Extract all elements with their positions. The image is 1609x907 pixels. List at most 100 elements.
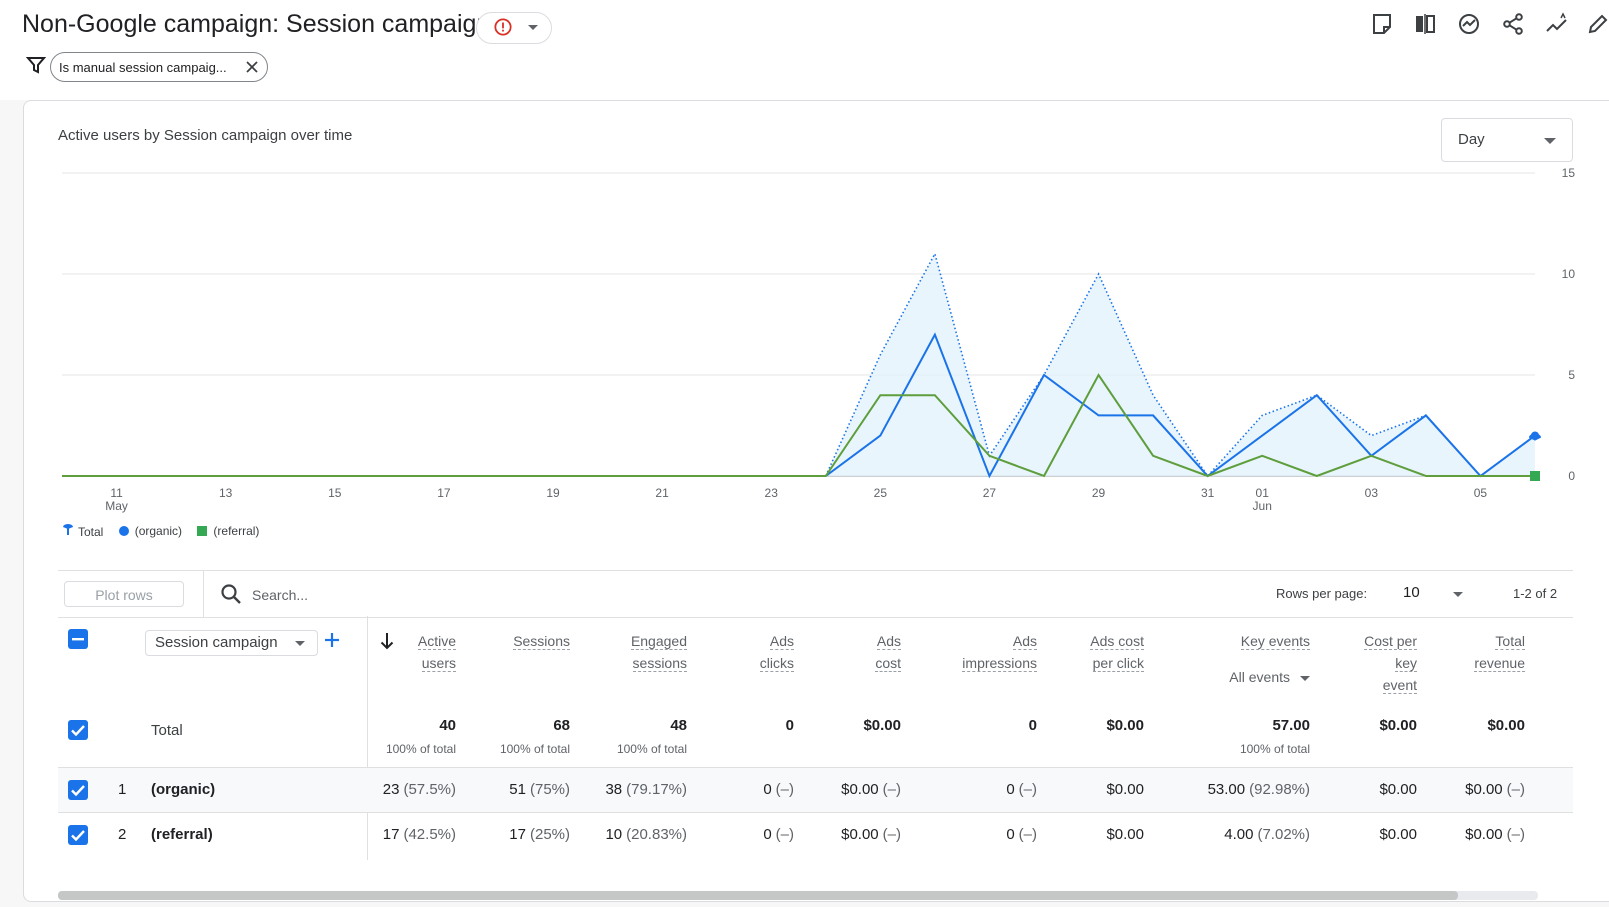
- cell-value: 17: [382, 826, 400, 843]
- horizontal-scrollbar[interactable]: [58, 891, 1538, 900]
- column-header-label: Engaged: [630, 633, 687, 650]
- column-header-label: impressions: [962, 655, 1037, 672]
- table-cell: 0 (–): [634, 826, 794, 843]
- cell-value: $0.00: [1379, 826, 1417, 843]
- row-index: 2: [118, 826, 127, 843]
- filter-chip[interactable]: Is manual session campaig...: [50, 52, 268, 82]
- column-header-ads-clicks[interactable]: Ads clicks: [724, 630, 794, 674]
- column-header-ads-cost[interactable]: Ads cost: [831, 630, 901, 674]
- edit-icon[interactable]: [1586, 12, 1609, 36]
- total-value: 68: [553, 717, 570, 734]
- total-value: $0.00: [1106, 717, 1144, 734]
- select-all-checkbox[interactable]: [68, 629, 88, 649]
- cell-value: $0.00: [1465, 826, 1503, 843]
- legend-item-organic[interactable]: (organic): [118, 524, 183, 539]
- scrollbar-thumb[interactable]: [58, 891, 1458, 900]
- table-row[interactable]: 1 (organic) 23 (57.5%) 51 (75%) 38 (79.17%) 0(…: [58, 768, 1573, 812]
- report-options-button[interactable]: [476, 12, 552, 44]
- insights-icon[interactable]: [1457, 12, 1481, 36]
- compare-icon[interactable]: [1413, 12, 1437, 36]
- total-value: 57.00: [1272, 717, 1310, 734]
- cell-value: $0.00: [1379, 781, 1417, 798]
- cell-percent: (–): [882, 826, 901, 843]
- table-cell: 17 (25%): [410, 826, 570, 843]
- dimension-select[interactable]: Session campaign: [145, 630, 318, 656]
- cell-value: 53.00: [1207, 781, 1246, 798]
- column-header-label: event: [1382, 677, 1417, 694]
- chevron-down-icon: [295, 641, 305, 646]
- column-header-label: Ads: [769, 633, 794, 650]
- total-value: 48: [670, 717, 687, 734]
- trend-icon[interactable]: [1545, 12, 1569, 36]
- cell-percent: (42.5%): [403, 826, 456, 843]
- row-checkbox[interactable]: [68, 825, 88, 845]
- total-value: 0: [785, 717, 794, 734]
- search-input[interactable]: [252, 584, 552, 606]
- legend-item-total[interactable]: Total: [62, 523, 103, 539]
- total-checkbox[interactable]: [68, 720, 88, 740]
- total-percent-label: 100% of total: [1239, 742, 1310, 756]
- y-tick-label: 15: [1562, 166, 1576, 180]
- table-cell: 17 (42.5%): [296, 826, 456, 843]
- cell-percent: (–): [882, 781, 901, 798]
- plot-rows-button[interactable]: Plot rows: [64, 581, 184, 607]
- key-events-filter-label: All events: [1229, 669, 1290, 685]
- column-header-label: Ads: [876, 633, 901, 650]
- column-header-cost-per-key-event[interactable]: Cost per key event: [1337, 630, 1417, 696]
- rows-per-page-label: Rows per page:: [1276, 586, 1368, 601]
- column-header-label: key: [1395, 655, 1417, 672]
- row-checkbox[interactable]: [68, 780, 88, 800]
- notes-icon[interactable]: [1370, 12, 1394, 36]
- x-tick-label: 27: [983, 486, 997, 500]
- check-icon: [71, 830, 85, 842]
- cell-percent: (–): [1018, 826, 1037, 843]
- key-events-filter-select[interactable]: All events: [1229, 666, 1310, 688]
- granularity-value: Day: [1458, 131, 1485, 148]
- cell-percent: (20.83%): [626, 826, 687, 843]
- column-header-label: Ads cost: [1090, 633, 1144, 650]
- granularity-select[interactable]: Day: [1441, 118, 1573, 162]
- legend-label: (referral): [213, 524, 260, 539]
- cell-percent: (92.98%): [1249, 781, 1310, 798]
- cell-value: 38: [605, 781, 623, 798]
- cell-value: 51: [509, 781, 526, 798]
- cell-value: 10: [605, 826, 623, 843]
- column-header-key-events[interactable]: Key events All events: [1160, 630, 1310, 685]
- cell-percent: (–): [775, 781, 794, 798]
- sort-down-icon[interactable]: [380, 632, 394, 650]
- chevron-down-icon: [1300, 675, 1310, 681]
- table-cell: 4.00 (7.02%): [1150, 826, 1310, 843]
- chevron-down-icon[interactable]: [1453, 592, 1463, 597]
- cell-value: $0.00: [841, 781, 879, 798]
- x-tick-label: 19: [546, 486, 560, 500]
- cell-percent: (–): [775, 826, 794, 843]
- table-cell: $0.00 (–): [741, 826, 901, 843]
- total-label: Total: [151, 722, 183, 739]
- legend-label: (organic): [134, 524, 183, 539]
- rows-per-page-select[interactable]: 10: [1403, 584, 1420, 601]
- column-header-ads-impressions[interactable]: Ads impressions: [927, 630, 1037, 674]
- total-percent-label: 100% of total: [385, 742, 456, 756]
- table-total-row: Total 40 100% of total 68 100% of total 48 10…: [58, 704, 1573, 768]
- column-header-sessions[interactable]: Sessions: [480, 630, 570, 652]
- share-icon[interactable]: [1501, 12, 1525, 36]
- column-header-ads-cpc[interactable]: Ads cost per click: [1054, 630, 1144, 674]
- column-header-total-revenue[interactable]: Total revenue: [1435, 630, 1525, 674]
- legend-item-referral[interactable]: (referral): [197, 524, 260, 539]
- close-icon[interactable]: [245, 60, 259, 74]
- column-header-engaged-sessions[interactable]: Engaged sessions: [587, 630, 687, 674]
- table-row[interactable]: 2 (referral) 17 (42.5%) 17 (25%) 10 (20.83%) 0…: [58, 813, 1573, 857]
- table-cell: 38 (79.17%): [527, 781, 687, 798]
- table-cell: $0.00: [1257, 781, 1417, 798]
- total-percent-label: 100% of total: [499, 742, 570, 756]
- cell-value: 0: [1006, 826, 1015, 843]
- report-header: Non-Google campaign: Session campaign: [0, 0, 1609, 100]
- column-header-label: Cost per: [1364, 633, 1417, 650]
- column-header-label: users: [421, 655, 456, 672]
- column-divider: [367, 616, 368, 860]
- table-cell: $0.00 (–): [1365, 826, 1525, 843]
- report-title: Non-Google campaign: Session campaign: [22, 10, 491, 38]
- add-icon[interactable]: [324, 632, 340, 648]
- x-tick-label: 15: [328, 486, 342, 500]
- column-header-active-users[interactable]: Active users: [366, 630, 456, 674]
